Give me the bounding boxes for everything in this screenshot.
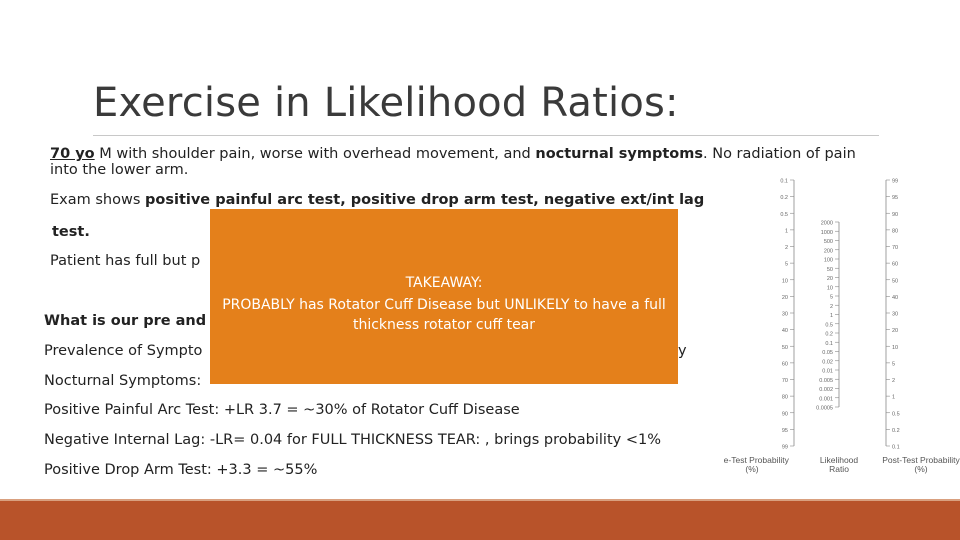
lr-tick-label: 0.002 [819,387,833,393]
takeaway-heading: TAKEAWAY: [405,275,483,291]
lr-tick-label: 0.1 [825,341,833,347]
posttest-tick-label: 1 [892,395,895,401]
pretest-tick-label: 20 [782,295,788,301]
footer-accent [0,499,960,501]
posttest-tick-label: 5 [892,361,895,367]
case-text-tail: . No radiation of pain into the lower ar… [50,146,856,178]
lr-tick-label: 1000 [821,230,833,236]
posttest-tick-label: 30 [892,312,898,318]
case-description: 70 yo M with shoulder pain, worse with o… [50,146,870,178]
pretest-tick-label: 80 [782,395,788,401]
lr-tick-label: 100 [824,258,833,264]
exam-findings: positive painful arc test, positive drop… [145,192,705,208]
posttest-tick-label: 0.1 [892,445,900,451]
lr-label: Likelihood Ratio [820,455,859,474]
posttest-tick-label: 10 [892,345,898,351]
finding-painful-arc: Positive Painful Arc Test: +LR 3.7 = ~30… [44,402,520,418]
finding-internal-lag: Negative Internal Lag: -LR= 0.04 for FUL… [44,432,661,448]
lr-tick-label: 0.02 [822,359,833,365]
pretest-tick-label: 40 [782,328,788,334]
posttest-tick-label: 99 [892,179,898,185]
title-divider [93,135,879,136]
lr-tick-label: 5 [830,295,833,301]
fagan-nomogram: 0.10.20.51251020304050607080909599200010… [724,179,960,475]
pretest-tick-label: 95 [782,428,788,434]
pretest-tick-label: 5 [785,262,788,268]
nocturnal-line: Nocturnal Symptoms: [44,373,202,389]
pretest-tick-label: 10 [782,278,788,284]
posttest-tick-label: 80 [892,228,898,234]
pretest-tick-label: 0.2 [780,195,788,201]
pretest-tick-label: 90 [782,411,788,417]
posttest-tick-label: 90 [892,212,898,218]
lr-tick-label: 20 [827,276,833,282]
pretest-tick-label: 60 [782,361,788,367]
finding-drop-arm: Positive Drop Arm Test: +3.3 = ~55% [44,462,318,478]
lr-tick-label: 0.5 [825,322,833,328]
lr-tick-label: 0.05 [822,350,833,356]
patient-line: Patient has full but p [50,253,201,269]
exam-continued: test. [52,224,90,240]
patient-age: 70 yo [50,146,95,162]
lr-tick-label: 0.2 [825,332,833,338]
lr-tick-label: 2000 [821,221,833,227]
takeaway-body: PROBABLY has Rotator Cuff Disease but UN… [222,297,666,333]
prevalence-tail: y [678,343,687,359]
posttest-tick-label: 60 [892,262,898,268]
lr-tick-label: 0.001 [819,396,833,402]
lr-tick-label: 2 [830,304,833,310]
takeaway-callout: TAKEAWAY: PROBABLY has Rotator Cuff Dise… [210,209,678,384]
posttest-tick-label: 0.2 [892,428,900,434]
footer-bar [0,501,960,540]
pretest-tick-label: 1 [785,228,788,234]
slide-title: Exercise in Likelihood Ratios: [93,80,679,126]
pretest-tick-label: 0.5 [780,212,788,218]
lr-tick-label: 10 [827,285,833,291]
prevalence-line: Prevalence of Sympto [44,343,203,359]
lr-tick-label: 500 [824,239,833,245]
exam-continued-text: test. [52,224,90,240]
pretest-label: Pre-Test Probability(%) [724,455,790,474]
posttest-tick-label: 2 [892,378,895,384]
pretest-tick-label: 2 [785,245,788,251]
pretest-tick-label: 70 [782,378,788,384]
posttest-tick-label: 40 [892,295,898,301]
question-line: What is our pre and p [44,313,222,329]
case-text: M with shoulder pain, worse with overhea… [94,146,536,162]
exam-prefix: Exam shows [50,192,146,208]
posttest-tick-label: 0.5 [892,411,900,417]
posttest-tick-label: 50 [892,278,898,284]
lr-tick-label: 200 [824,248,833,254]
posttest-label: Post-Test Probability (%) [882,455,960,474]
pretest-tick-label: 50 [782,345,788,351]
posttest-tick-label: 95 [892,195,898,201]
lr-tick-label: 50 [827,267,833,273]
lr-tick-label: 1 [830,313,833,319]
lr-tick-label: 0.005 [819,378,833,384]
lr-tick-label: 0.0005 [816,406,833,412]
pretest-tick-label: 99 [782,445,788,451]
exam-line: Exam shows positive painful arc test, po… [50,192,704,208]
lr-tick-label: 0.01 [822,369,833,375]
nocturnal-bold: nocturnal symptoms [535,146,703,162]
posttest-tick-label: 20 [892,328,898,334]
pretest-tick-label: 0.1 [780,179,788,185]
posttest-tick-label: 70 [892,245,898,251]
pretest-tick-label: 30 [782,312,788,318]
